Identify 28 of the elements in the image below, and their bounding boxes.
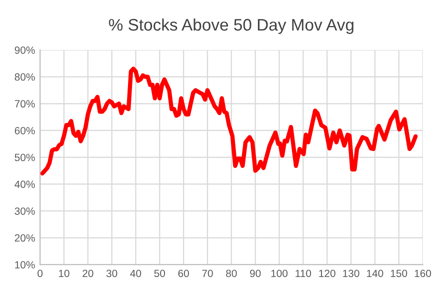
x-tick-label: 100	[271, 270, 288, 278]
y-tick-label: 40%	[14, 180, 35, 188]
x-tick-label: 50	[154, 270, 166, 278]
x-tick-label: 10	[58, 270, 70, 278]
y-tick-label: 80%	[14, 73, 35, 81]
y-tick-label: 70%	[14, 100, 35, 108]
y-tick-label: 10%	[15, 261, 35, 268]
x-tick-label: 80	[226, 270, 237, 278]
x-tick-label: 150	[390, 270, 408, 278]
chart-title: % Stocks Above 50 Day Mov Avg	[108, 18, 354, 34]
y-tick-label: 20%	[14, 234, 35, 242]
x-tick-label: 30	[106, 270, 118, 278]
y-tick-label: 90%	[14, 46, 35, 54]
x-tick-label: 110	[296, 270, 312, 278]
x-tick-label: 60	[178, 270, 189, 278]
x-tick-label: 120	[319, 270, 336, 278]
x-tick-label: 90	[250, 270, 261, 278]
x-tick-label: 160	[414, 270, 432, 278]
x-tick-label: 140	[367, 270, 384, 278]
x-tick-label: 40	[130, 270, 142, 278]
y-tick-label: 30%	[14, 207, 35, 215]
x-tick-label: 0	[38, 270, 43, 278]
x-tick-label: 70	[202, 270, 213, 278]
x-tick-label: 130	[343, 270, 360, 278]
line-series	[40, 66, 418, 176]
y-tick-label: 60%	[14, 126, 35, 134]
x-tick-label: 20	[82, 270, 94, 278]
y-tick-label: 50%	[14, 154, 35, 162]
